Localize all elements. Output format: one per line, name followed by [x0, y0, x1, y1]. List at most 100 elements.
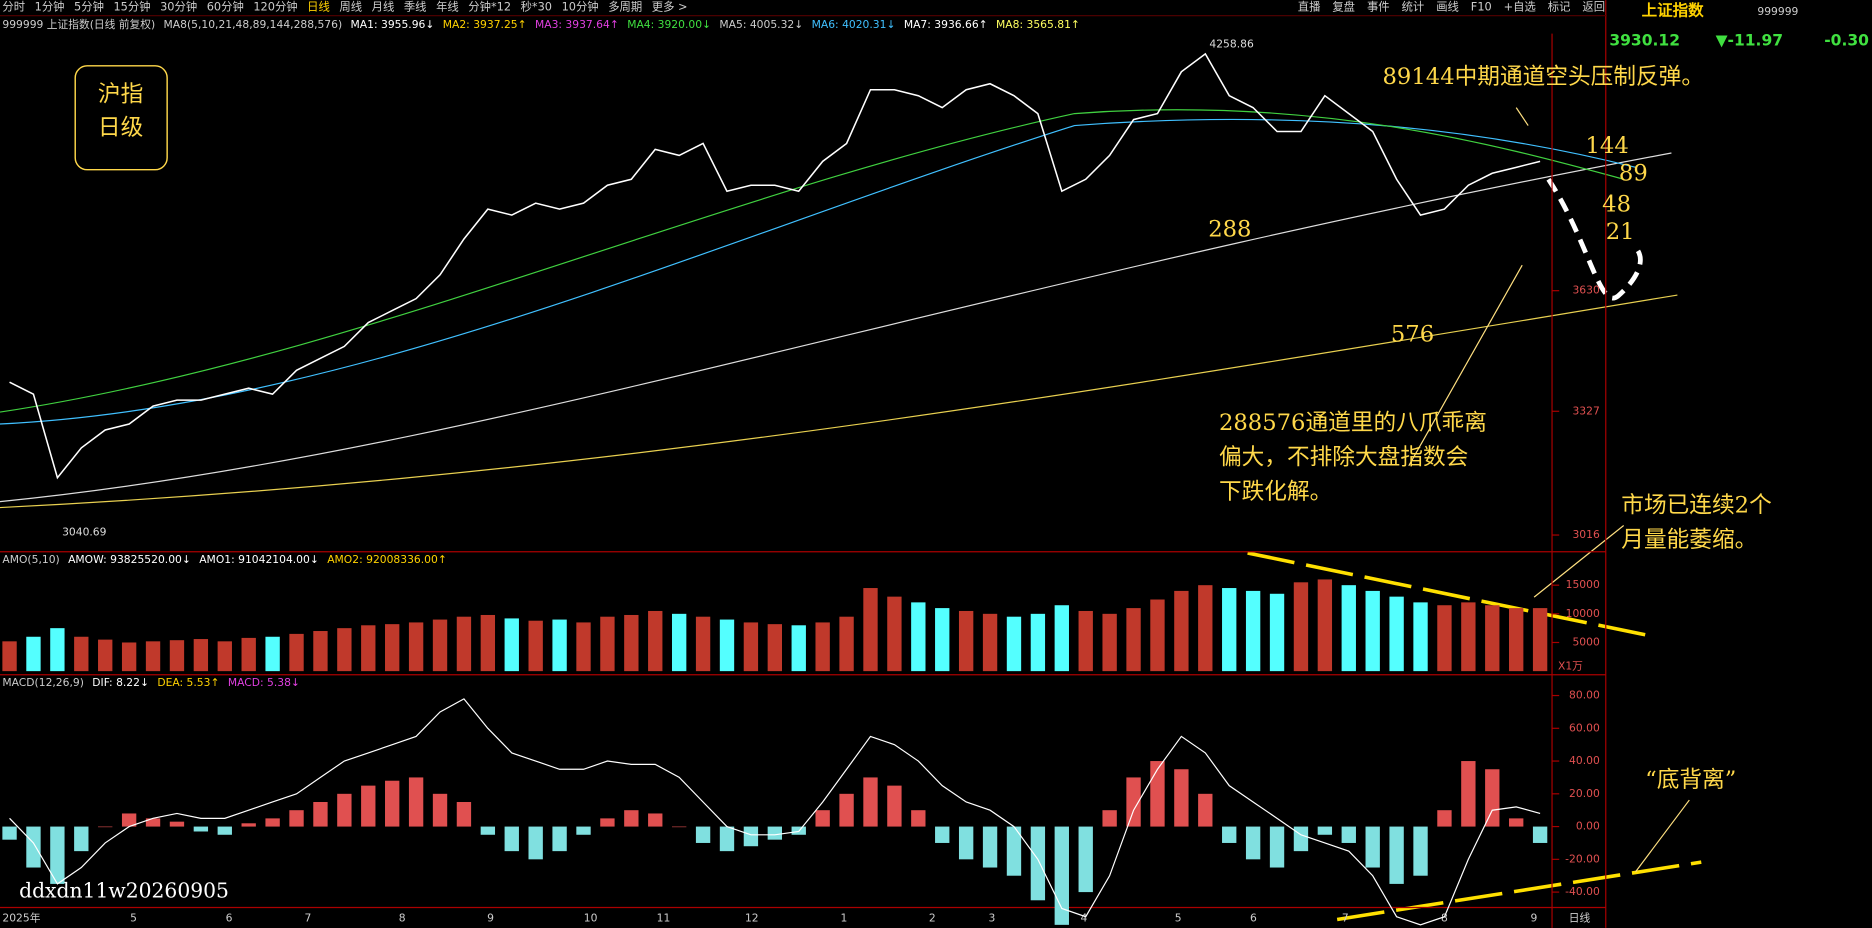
x-tick-label: 9: [487, 911, 494, 924]
macd-bar: [1437, 810, 1452, 827]
macd-bar: [480, 826, 496, 835]
x-tick-label: 5: [130, 911, 137, 924]
volume-bar: [935, 608, 950, 672]
quote-name: 上证指数: [1642, 0, 1705, 19]
macd-bar: [337, 793, 352, 827]
period-tab[interactable]: 1分钟: [35, 0, 65, 13]
annotation: 288576通道里的八爪乖离: [1219, 410, 1487, 436]
period-tab[interactable]: 分时: [2, 0, 25, 13]
volume-bar: [1006, 616, 1022, 672]
x-tick-label: 6: [226, 911, 233, 924]
low-label: 3040.69: [62, 526, 107, 539]
volume-bar: [671, 613, 687, 672]
period-tab[interactable]: 多周期: [608, 0, 642, 13]
volume-bar: [1126, 608, 1141, 672]
macd-bar: [576, 826, 591, 835]
macd-bar: [1532, 826, 1548, 843]
tool-button[interactable]: F10: [1471, 0, 1492, 13]
period-tab[interactable]: 10分钟: [562, 0, 599, 13]
macd-bar: [767, 826, 783, 840]
x-tick-label: 9: [1531, 911, 1538, 924]
tool-button[interactable]: 标记: [1548, 0, 1571, 13]
annotation: 月量能萎缩。: [1621, 527, 1757, 553]
x-tick-label: 3: [989, 911, 996, 924]
volume-bar: [528, 620, 543, 672]
annotation: 下跌化解。: [1219, 479, 1332, 505]
macd-bar: [385, 780, 400, 827]
ma-legend: MA7: 3936.66↑: [904, 18, 988, 31]
period-tab[interactable]: 季线: [404, 0, 427, 13]
watermark: ddxdn11w20260905: [19, 879, 229, 903]
macd-legend: MACD(12,26,9): [2, 676, 84, 689]
macd-bar: [863, 777, 878, 827]
period-tab[interactable]: 日线: [307, 0, 330, 13]
volume-bar: [1437, 605, 1452, 672]
macd-bar: [1485, 769, 1500, 827]
volume-bar: [145, 641, 161, 672]
volume-bar: [1078, 610, 1093, 672]
tool-button[interactable]: 复盘: [1332, 0, 1355, 13]
quote-change: ▼-11.97: [1716, 31, 1783, 49]
volume-bar: [982, 613, 998, 672]
volume-bar: [50, 628, 65, 672]
volume-bar: [1509, 608, 1524, 672]
period-tab[interactable]: 30分钟: [160, 0, 197, 13]
volume-bar: [193, 639, 209, 672]
period-tab[interactable]: 120分钟: [253, 0, 297, 13]
tool-button[interactable]: 画线: [1436, 0, 1459, 13]
period-tab[interactable]: 5分钟: [74, 0, 104, 13]
x-tick-label: 6: [1250, 911, 1257, 924]
volume-bar: [385, 624, 400, 672]
macd-bar: [1269, 826, 1285, 868]
macd-bar: [671, 826, 687, 828]
period-tab[interactable]: 更多 >: [652, 0, 688, 13]
period-tab[interactable]: 年线: [436, 0, 459, 13]
volume-bar: [408, 622, 424, 672]
period-tab[interactable]: 周线: [339, 0, 362, 13]
volume-bar: [1532, 608, 1548, 672]
volume-bar: [1461, 602, 1476, 672]
volume-bar: [958, 610, 974, 672]
x-tick-label: 8: [399, 911, 406, 924]
tool-button[interactable]: 直播: [1298, 0, 1321, 13]
volume-bar: [1293, 582, 1309, 672]
volume-bar: [887, 596, 902, 672]
tool-button[interactable]: +自选: [1504, 0, 1536, 13]
x-tick-label: 1: [840, 911, 847, 924]
y-tick-label: 10000: [1566, 607, 1600, 620]
volume-bar: [121, 642, 137, 672]
macd-bar: [1413, 826, 1428, 876]
tool-button[interactable]: 统计: [1402, 0, 1425, 13]
x-tick-label: 日线: [1569, 911, 1591, 924]
ma-label: 21: [1606, 219, 1635, 245]
volume-bar: [432, 619, 448, 672]
volume-bar: [863, 588, 878, 672]
annotation: 偏大，不排除大盘指数会: [1219, 445, 1468, 471]
macd-bar: [1198, 793, 1213, 827]
period-tab[interactable]: 秒*30: [521, 0, 552, 13]
period-tab[interactable]: 15分钟: [113, 0, 150, 13]
tool-button[interactable]: 事件: [1367, 0, 1390, 13]
quote-pct: -0.30: [1824, 31, 1869, 49]
volume-bar: [361, 625, 376, 672]
period-tab[interactable]: 月线: [372, 0, 395, 13]
macd-bar: [361, 785, 376, 827]
pointer: [1515, 107, 1529, 126]
pointer: [1408, 264, 1523, 467]
volume-bar: [1054, 605, 1069, 672]
volume-bar: [74, 636, 89, 672]
volume-bar: [98, 639, 113, 672]
y-tick-label: 5000: [1572, 635, 1599, 648]
macd-bar: [958, 826, 974, 860]
volume-bar: [1150, 599, 1165, 672]
period-tab[interactable]: 60分钟: [207, 0, 244, 13]
x-tick-label: 12: [745, 911, 759, 924]
macd-bar: [1293, 826, 1309, 852]
volume-bar: [624, 614, 639, 672]
y-tick-label: 3630: [1572, 284, 1599, 297]
tool-button[interactable]: 返回: [1582, 0, 1605, 13]
period-tab[interactable]: 分钟*12: [468, 0, 511, 13]
macd-bar: [648, 813, 663, 827]
